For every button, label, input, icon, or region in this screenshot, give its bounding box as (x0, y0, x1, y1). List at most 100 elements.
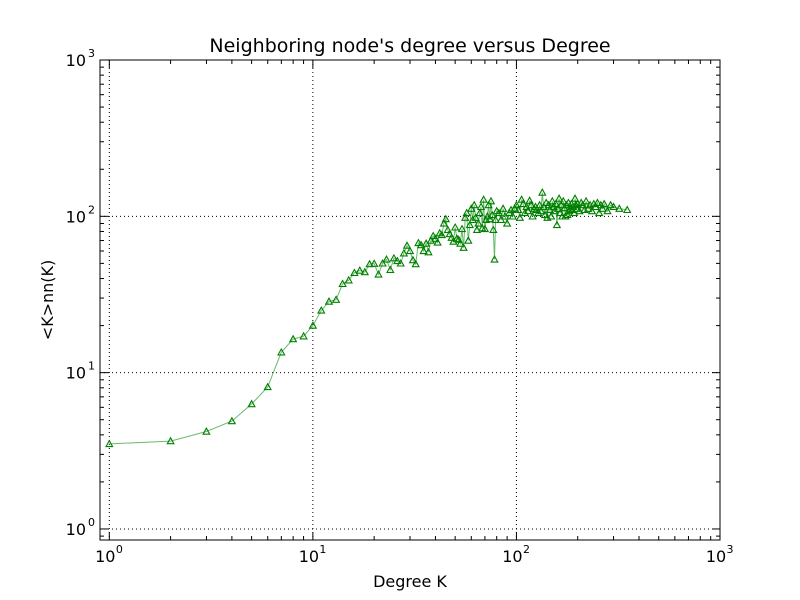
y-tick-label: 10 (66, 207, 86, 226)
data-point-marker (474, 219, 483, 227)
data-point-marker (105, 439, 114, 448)
data-point-marker (331, 295, 341, 303)
y-tick-exponent: 3 (88, 47, 95, 60)
data-point-marker (317, 305, 326, 314)
data-point-marker (480, 224, 490, 233)
data-point-marker (277, 347, 286, 356)
data-point-marker (405, 246, 415, 255)
data-point-marker (599, 199, 609, 208)
data-point-marker (517, 195, 526, 203)
data-point-marker (378, 258, 387, 267)
data-point-marker (562, 200, 571, 209)
x-tick-label: 10 (299, 547, 319, 566)
data-point-marker (424, 247, 433, 256)
data-point-marker (338, 279, 347, 288)
data-point-marker (572, 204, 582, 212)
data-point-marker (538, 188, 547, 196)
y-tick-exponent: 1 (88, 360, 95, 373)
data-point-marker (556, 200, 566, 209)
data-point-marker (419, 246, 428, 255)
x-tick-exponent: 0 (116, 543, 123, 556)
data-point-marker (441, 214, 451, 223)
y-axis-label: <K>nn(K) (38, 260, 57, 341)
y-tick-exponent: 2 (88, 203, 95, 216)
data-point-marker (475, 208, 484, 217)
data-point-marker (561, 211, 570, 220)
data-point-marker (594, 208, 604, 217)
x-tick-label: 10 (706, 547, 726, 566)
data-point-marker (593, 198, 602, 207)
data-point-marker (606, 200, 615, 209)
y-tick-exponent: 0 (88, 516, 95, 529)
data-point-marker (536, 206, 546, 215)
data-point-marker (460, 213, 470, 221)
data-point-marker (510, 204, 519, 212)
data-point-marker (540, 210, 550, 219)
data-point-marker (439, 219, 449, 227)
data-point-marker (437, 230, 447, 239)
chart-title: Neighboring node's degree versus Degree (209, 35, 610, 57)
data-point-marker (411, 259, 420, 268)
data-point-marker (566, 204, 575, 212)
data-point-marker (382, 254, 391, 263)
data-point-marker (513, 205, 523, 214)
plot-area: 10 0 10 1 10 2 10 310 010 110 210 3 (66, 47, 734, 566)
x-axis-label: Degree K (373, 572, 447, 591)
data-point-marker (485, 214, 495, 223)
data-point-marker (603, 206, 612, 215)
data-point-marker (520, 208, 530, 217)
data-point-marker (479, 195, 488, 203)
data-point-marker (416, 240, 426, 249)
data-point-marker (591, 202, 600, 211)
data-point-marker (324, 297, 334, 305)
data-point-marker (202, 427, 211, 435)
data-point-marker (462, 208, 471, 217)
x-tick-exponent: 1 (319, 543, 326, 556)
data-point-marker (548, 196, 557, 205)
data-point-marker (431, 234, 440, 242)
x-tick-label: 10 (502, 547, 522, 566)
data-point-marker (578, 200, 588, 209)
data-point-marker (350, 268, 359, 277)
data-point-marker (344, 275, 353, 284)
data-point-marker (526, 200, 536, 209)
data-point-marker (360, 267, 370, 276)
data-point-marker (365, 259, 374, 268)
data-point-marker (570, 194, 580, 202)
data-point-marker (457, 224, 467, 233)
data-point-marker (389, 253, 399, 262)
data-point-marker (525, 196, 534, 204)
data-point-marker (288, 334, 298, 343)
data-point-marker (166, 436, 175, 445)
data-point-marker (554, 194, 564, 202)
data-point-marker (491, 215, 500, 223)
data-point-marker (408, 255, 418, 264)
data-point-marker (498, 204, 508, 212)
data-point-marker (467, 204, 476, 212)
data-point-marker (581, 196, 591, 205)
data-point-marker (369, 259, 379, 267)
x-tick-label: 10 (95, 547, 115, 566)
data-point-marker (598, 204, 607, 212)
data-point-marker (471, 213, 480, 221)
data-point-marker (494, 208, 504, 217)
y-tick-label: 10 (66, 51, 86, 70)
data-point-marker (534, 208, 543, 217)
data-point-marker (393, 256, 402, 265)
data-point-marker (535, 200, 544, 209)
data-point-marker (569, 208, 579, 217)
data-point-marker (615, 204, 624, 212)
data-point-marker (402, 241, 412, 249)
data-point-marker (443, 225, 453, 233)
data-point-marker (355, 266, 365, 274)
data-point-marker (472, 225, 482, 233)
data-point-marker (523, 206, 533, 215)
data-point-marker (512, 200, 521, 209)
data-point-marker (450, 222, 460, 231)
data-point-marker (555, 208, 565, 217)
data-point-marker (552, 220, 562, 229)
data-point-marker (518, 199, 528, 208)
data-point-marker (508, 211, 518, 220)
data-point-marker (609, 202, 618, 211)
